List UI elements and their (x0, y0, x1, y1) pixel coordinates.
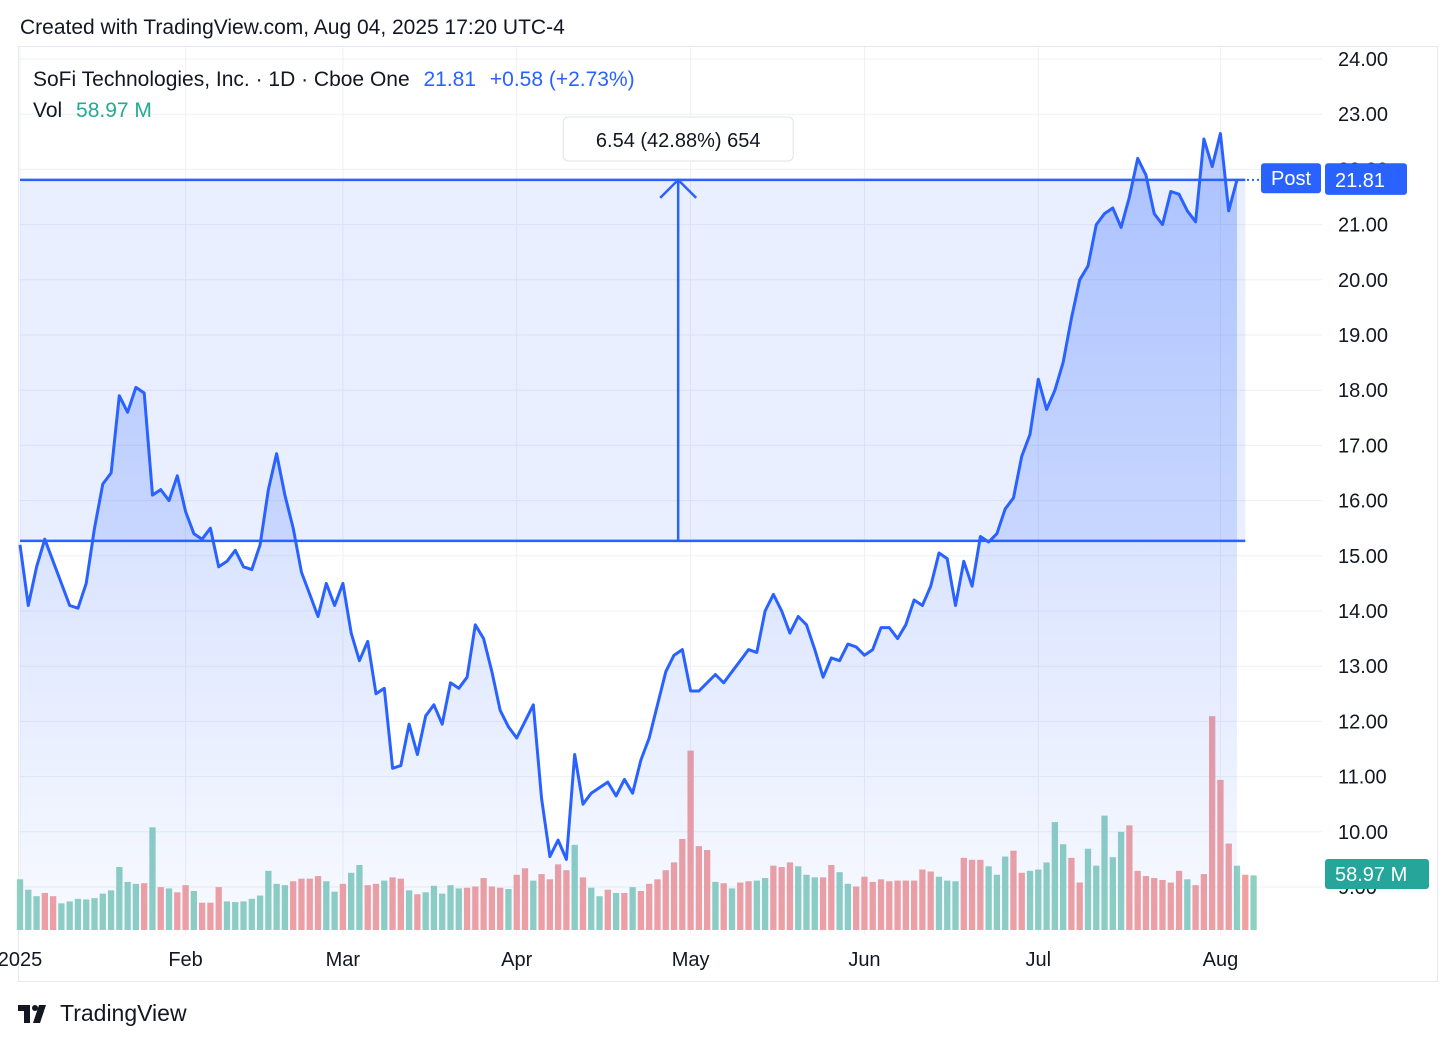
time-axis[interactable]: 2025 Feb Mar Apr May Jun Jul Aug (0, 949, 1238, 971)
measure-label-box (562, 116, 794, 162)
symbol-description[interactable]: SoFi Technologies, Inc. · 1D · Cboe One (33, 68, 410, 91)
last-price-tag: 21.81 (1335, 170, 1385, 192)
y-tick-label: 10.00 (1338, 822, 1388, 844)
y-tick-label: 19.00 (1338, 325, 1388, 347)
y-tick-label: 21.00 (1338, 215, 1388, 237)
y-tick-label: 18.00 (1338, 380, 1388, 402)
price-line (18, 132, 1239, 861)
last-price: 21.81 (423, 68, 477, 91)
x-tick-label: Aug (1203, 949, 1239, 971)
post-label-tag-bg (1261, 163, 1321, 194)
volume-value: 58.97 M (76, 99, 152, 122)
x-tick-label: Mar (326, 949, 361, 971)
price-series-line (18, 132, 1239, 861)
volume-label[interactable]: Vol (33, 99, 63, 122)
x-tick-label: Jul (1026, 949, 1052, 971)
price-area-fill (20, 133, 1237, 930)
y-tick-label: 20.00 (1338, 270, 1388, 292)
x-tick-label: Apr (501, 949, 532, 971)
x-tick-label: Feb (168, 949, 202, 971)
post-label-tag: Post (1271, 168, 1311, 190)
created-with-caption: Created with TradingView.com, Aug 04, 20… (20, 16, 565, 39)
footer-brand-text: TradingView (60, 1000, 187, 1026)
price-area (20, 133, 1237, 930)
chart-frame (18, 46, 1438, 982)
y-tick-label: 12.00 (1338, 711, 1388, 733)
y-tick-label: 16.00 (1338, 491, 1388, 513)
volume-bar (1242, 874, 1249, 930)
y-tick-label: 24.00 (1338, 49, 1388, 71)
volume-tag: 58.97 M (1335, 864, 1407, 886)
x-tick-label: May (672, 949, 710, 971)
volume-tag-bg (1325, 859, 1429, 889)
price-change: +0.58 (+2.73%) (489, 68, 635, 91)
measure-label: 6.54 (42.88%) 654 (596, 130, 761, 152)
y-tick-label: 11.00 (1338, 767, 1387, 789)
volume-bar (1250, 875, 1257, 930)
y-tick-label: 13.00 (1338, 656, 1388, 678)
last-price-tag-bg (1325, 164, 1407, 195)
measure-arrow-head (659, 178, 698, 199)
measure-tool[interactable]: 6.54 (42.88%) 654 (20, 116, 1246, 543)
y-tick-label: 23.00 (1338, 104, 1388, 126)
y-tick-label: 15.00 (1338, 546, 1388, 568)
tradingview-logo-icon (18, 1004, 46, 1023)
y-tick-label: 14.00 (1338, 601, 1388, 623)
chart-legend: SoFi Technologies, Inc. · 1D · Cboe One … (33, 64, 635, 126)
y-tick-label: 17.00 (1338, 435, 1388, 457)
footer-branding: TradingView (18, 1000, 187, 1027)
x-tick-label: 2025 (0, 949, 42, 971)
x-tick-label: Jun (848, 949, 880, 971)
